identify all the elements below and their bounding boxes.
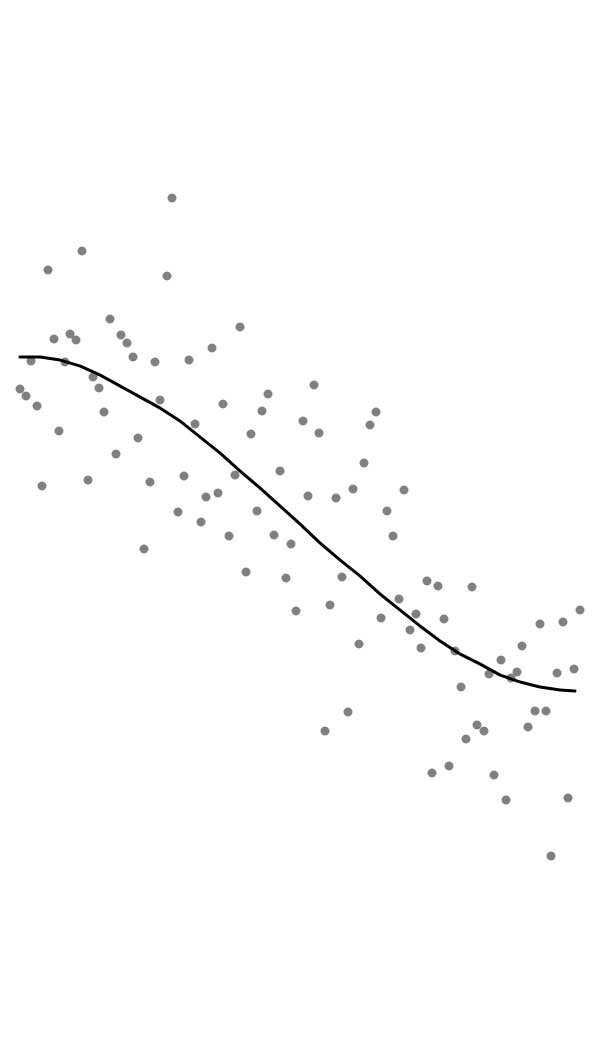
scatter-point	[303, 491, 313, 501]
scatter-point	[399, 485, 409, 495]
scatter-point	[501, 795, 511, 805]
scatter-point	[535, 619, 545, 629]
scatter-point	[405, 625, 415, 635]
scatter-point	[275, 466, 285, 476]
scatter-point	[388, 531, 398, 541]
scatter-point	[343, 707, 353, 717]
scatter-point	[575, 605, 585, 615]
scatter-point	[331, 493, 341, 503]
scatter-point	[71, 335, 81, 345]
scatter-point	[337, 572, 347, 582]
scatter-point	[179, 471, 189, 481]
scatter-point	[88, 372, 98, 382]
scatter-point	[43, 265, 53, 275]
scatter-point	[411, 609, 421, 619]
scatter-point	[354, 639, 364, 649]
scatter-point	[394, 594, 404, 604]
scatter-point	[190, 419, 200, 429]
scatter-point	[54, 426, 64, 436]
scatter-point	[230, 470, 240, 480]
scatter-point	[309, 380, 319, 390]
scatter-point	[456, 682, 466, 692]
scatter-point	[325, 600, 335, 610]
scatter-point	[320, 726, 330, 736]
scatter-point	[162, 271, 172, 281]
scatter-point	[235, 322, 245, 332]
scatter-point	[376, 613, 386, 623]
scatter-point	[569, 664, 579, 674]
scatter-point	[314, 428, 324, 438]
scatter-point	[530, 706, 540, 716]
scatter-point	[382, 506, 392, 516]
scatter-point	[77, 246, 87, 256]
scatter-point	[263, 389, 273, 399]
scatter-point	[145, 477, 155, 487]
scatter-point	[133, 433, 143, 443]
scatter-point	[416, 643, 426, 653]
scatter-point	[439, 614, 449, 624]
scatter-point	[207, 343, 217, 353]
scatter-point	[15, 384, 25, 394]
scatter-point	[184, 355, 194, 365]
scatter-point	[65, 329, 75, 339]
scatter-point	[546, 851, 556, 861]
scatter-point	[563, 793, 573, 803]
fit-line	[18, 355, 577, 693]
scatter-point	[246, 429, 256, 439]
scatter-point	[269, 530, 279, 540]
scatter-point	[196, 517, 206, 527]
scatter-point	[252, 506, 262, 516]
scatter-point	[150, 357, 160, 367]
scatter-point	[49, 334, 59, 344]
scatter-point	[218, 399, 228, 409]
scatter-point	[111, 449, 121, 459]
scatter-point	[512, 667, 522, 677]
scatter-point	[99, 407, 109, 417]
scatter-point	[286, 539, 296, 549]
scatter-point	[128, 352, 138, 362]
scatter-point	[94, 383, 104, 393]
scatter-point	[155, 395, 165, 405]
scatter-point	[241, 567, 251, 577]
scatter-point	[552, 668, 562, 678]
scatter-point	[173, 507, 183, 517]
scatter-point	[541, 706, 551, 716]
scatter-point	[365, 420, 375, 430]
scatter-point	[21, 391, 31, 401]
scatter-point	[116, 330, 126, 340]
scatter-point	[224, 531, 234, 541]
scatter-point	[433, 581, 443, 591]
scatter-point	[467, 582, 477, 592]
scatter-point	[517, 641, 527, 651]
scatter-point	[472, 720, 482, 730]
scatter-point	[359, 458, 369, 468]
scatter-point	[479, 726, 489, 736]
scatter-point	[257, 406, 267, 416]
scatter-point	[444, 761, 454, 771]
scatter-point	[37, 481, 47, 491]
scatter-point	[427, 768, 437, 778]
scatter-point	[139, 544, 149, 554]
scatter-point	[422, 576, 432, 586]
scatter-point	[167, 193, 177, 203]
scatter-point	[489, 770, 499, 780]
scatter-point	[298, 416, 308, 426]
scatter-point	[32, 401, 42, 411]
scatter-point	[461, 734, 471, 744]
scatter-point	[201, 492, 211, 502]
scatter-point	[213, 488, 223, 498]
scatter-point	[348, 484, 358, 494]
scatter-point	[83, 475, 93, 485]
scatter-point	[291, 606, 301, 616]
scatter-point	[371, 407, 381, 417]
scatter-point	[523, 722, 533, 732]
scatter-point	[558, 617, 568, 627]
scatter-point	[281, 573, 291, 583]
scatter-point	[122, 338, 132, 348]
scatter-point	[496, 655, 506, 665]
scatter-point	[26, 356, 36, 366]
scatter-point	[105, 314, 115, 324]
